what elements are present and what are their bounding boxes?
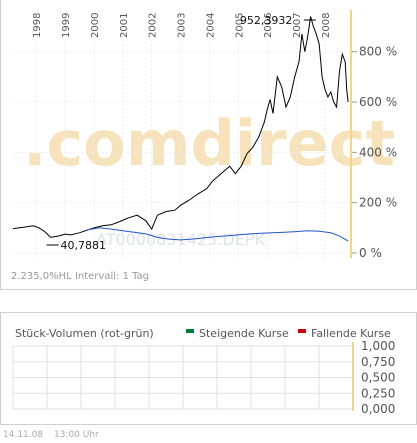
y-tick-label: 800 % — [359, 45, 397, 59]
high-annotation: 952,3932 — [240, 14, 293, 27]
low-annotation: 40,7881 — [61, 239, 107, 252]
volume-tick-label: 0,250 — [361, 386, 395, 400]
legend-falling-label: Fallende Kurse — [311, 327, 391, 340]
watermark-brand: .comdirect — [23, 107, 395, 180]
legend-rising-label: Steigende Kurse — [199, 327, 289, 340]
volume-chart: Stück-Volumen (rot-grün) Steigende Kurse… — [12, 327, 395, 416]
x-tick-label: 2000 — [90, 13, 101, 38]
volume-title: Stück-Volumen (rot-grün) — [15, 327, 154, 340]
x-tick-label: 1998 — [32, 13, 43, 38]
price-chart-panel: .comdirect AT0000831425.DEPK 1998 1999 200… — [0, 0, 417, 290]
x-tick-label: 2007 — [292, 13, 303, 38]
x-tick-label: 2001 — [119, 13, 130, 38]
x-tick-label: 2003 — [177, 13, 188, 38]
legend-rising-swatch — [186, 329, 194, 333]
volume-tick-label: 0,750 — [361, 355, 395, 369]
x-tick-label: 2005 — [234, 13, 245, 38]
x-tick-label: 1999 — [61, 13, 72, 38]
y-tick-label: 0 % — [359, 246, 382, 260]
footer-timestamp: 14.11.08 13:00 Uhr — [3, 430, 107, 440]
y-tick-label: 400 % — [359, 145, 397, 159]
info-line: 2.235,0%HL Intervall: 1 Tag — [11, 271, 149, 282]
y-tick-label: 200 % — [359, 196, 397, 210]
x-tick-label: 2002 — [148, 13, 159, 38]
volume-tick-label: 1,000 — [361, 339, 395, 353]
volume-tick-label: 0,500 — [361, 371, 395, 385]
price-chart: .comdirect AT0000831425.DEPK 1998 1999 200… — [11, 10, 397, 282]
legend-falling-swatch — [298, 329, 306, 333]
index-line — [88, 227, 349, 242]
footer-time: 13:00 Uhr — [53, 430, 99, 440]
x-tick-label: 2008 — [321, 13, 332, 38]
volume-chart-panel: Stück-Volumen (rot-grün) Steigende Kurse… — [0, 312, 417, 425]
footer-date: 14.11.08 — [3, 430, 44, 440]
x-tick-label: 2004 — [205, 13, 216, 38]
volume-tick-label: 0,000 — [361, 402, 395, 416]
y-tick-label: 600 % — [359, 95, 397, 109]
x-tick-label: 2006 — [263, 13, 274, 38]
